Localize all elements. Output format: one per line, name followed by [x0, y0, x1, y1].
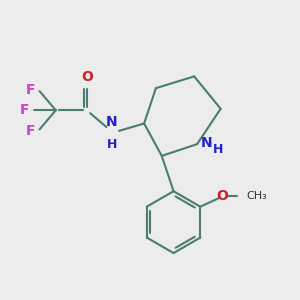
- Text: H: H: [106, 138, 117, 151]
- Text: F: F: [20, 103, 29, 117]
- Text: CH₃: CH₃: [246, 191, 267, 201]
- Text: F: F: [26, 82, 35, 97]
- Text: N: N: [106, 115, 118, 129]
- Text: F: F: [26, 124, 35, 138]
- Text: H: H: [212, 143, 223, 156]
- Text: O: O: [81, 70, 93, 84]
- Text: O: O: [217, 189, 228, 203]
- Text: N: N: [201, 136, 212, 150]
